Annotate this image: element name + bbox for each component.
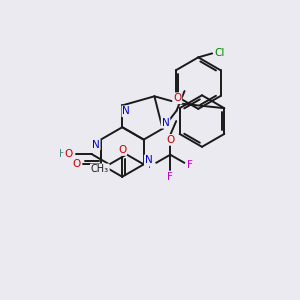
Text: H: H <box>59 149 67 160</box>
Text: CH₃: CH₃ <box>91 164 109 174</box>
Text: F: F <box>148 160 153 170</box>
Text: O: O <box>166 135 174 145</box>
Text: O: O <box>64 149 72 160</box>
Text: F: F <box>187 160 193 170</box>
Text: N: N <box>145 155 152 165</box>
Text: O: O <box>118 145 126 155</box>
Text: N: N <box>122 106 130 116</box>
Text: F: F <box>167 172 173 182</box>
Text: N: N <box>162 118 170 128</box>
Text: O: O <box>173 93 181 103</box>
Text: Cl: Cl <box>215 48 225 59</box>
Text: N: N <box>92 140 100 150</box>
Text: O: O <box>72 159 80 170</box>
